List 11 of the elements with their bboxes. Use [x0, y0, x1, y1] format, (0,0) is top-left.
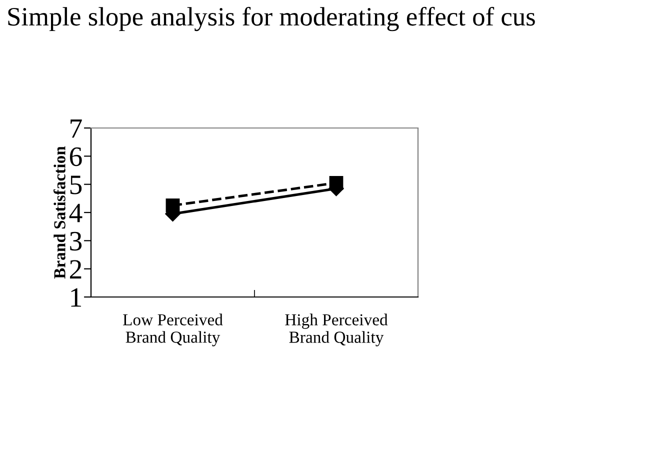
y-tick-label: 2	[70, 260, 82, 278]
y-tick-label: 1	[71, 288, 81, 307]
x-tick-label: High Perceived Brand Quality	[285, 314, 388, 346]
x-tick-label: Low Perceived Brand Quality	[123, 314, 223, 346]
y-tick-label: 3	[70, 232, 82, 251]
y-tick-label: 5	[70, 176, 82, 194]
y-axis-title: Brand Satisfaction	[53, 146, 66, 279]
y-tick-label: 4	[69, 204, 82, 222]
y-tick-label: 6	[70, 147, 82, 166]
chart-title: Simple slope analysis for moderating effect of cus	[8, 6, 535, 32]
y-tick-label: 7	[70, 119, 82, 138]
